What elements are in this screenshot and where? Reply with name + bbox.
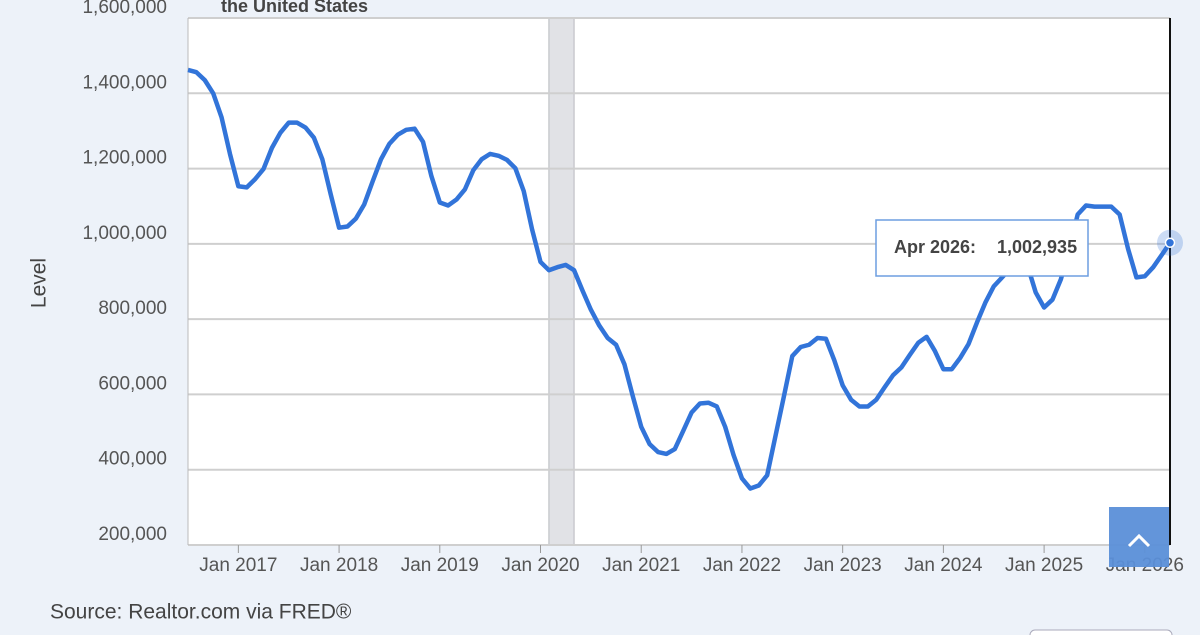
- scroll-top-button[interactable]: [1109, 507, 1169, 567]
- y-axis-label: Level: [28, 258, 51, 308]
- y-tick-label: 600,000: [98, 373, 167, 394]
- tooltip-value: 1,002,935: [997, 237, 1077, 257]
- x-tick-label: Jan 2022: [703, 555, 781, 576]
- y-tick-label: 1,600,000: [82, 0, 167, 18]
- hover-point: [1164, 237, 1176, 249]
- y-tick-label: 200,000: [98, 524, 167, 545]
- recession-band: [548, 17, 575, 546]
- chevron-icon: [1127, 533, 1151, 548]
- x-tick-label: Jan 2024: [904, 555, 983, 576]
- y-tick-label: 400,000: [98, 449, 167, 470]
- x-tick-label: Jan 2018: [300, 555, 378, 576]
- x-tick-label: Jan 2017: [199, 555, 277, 576]
- partial-control: [1029, 629, 1173, 635]
- x-tick-label: Jan 2023: [804, 555, 882, 576]
- y-tick-label: 1,200,000: [82, 148, 167, 169]
- y-tick-label: 1,400,000: [82, 72, 167, 93]
- y-tick-label: 1,000,000: [82, 223, 167, 244]
- tooltip-box: [875, 219, 1089, 277]
- x-tick-label: Jan 2019: [401, 555, 479, 576]
- plot-area: [188, 18, 1170, 545]
- source: Source: Realtor.com via FRED®: [50, 601, 352, 624]
- plot-layer: [187, 17, 1183, 553]
- y-tick-label: 800,000: [98, 298, 167, 319]
- x-tick-label: Jan 2020: [501, 555, 579, 576]
- tooltip: Apr 2026: 1,002,935: [875, 219, 1089, 277]
- x-tick-label: Jan 2021: [602, 555, 680, 576]
- tooltip-date: Apr 2026:: [894, 237, 976, 257]
- x-tick-label: Jan 2025: [1005, 555, 1083, 576]
- chart-title: the United States: [221, 0, 368, 16]
